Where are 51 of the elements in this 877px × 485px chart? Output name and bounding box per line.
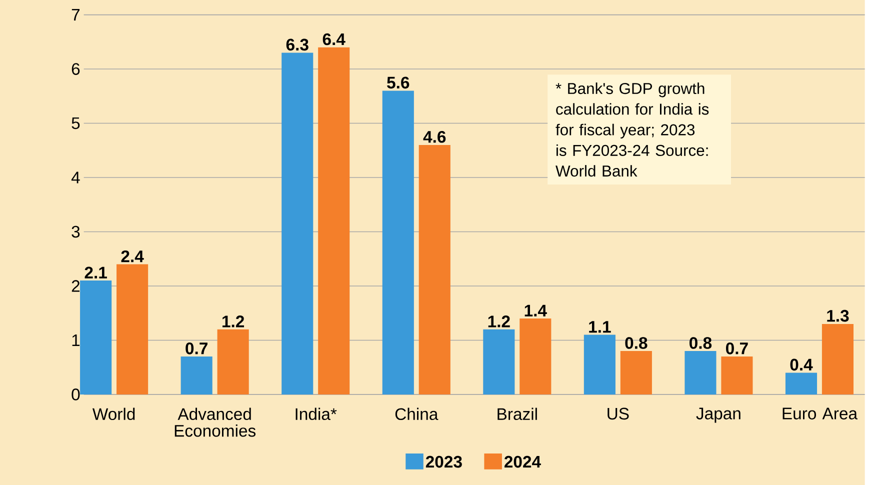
bar <box>180 356 212 394</box>
bar <box>620 350 652 394</box>
y-tick-label: 0 <box>72 388 80 400</box>
data-label: 2.4 <box>121 250 144 262</box>
x-tick-label: Euro Area <box>782 408 858 420</box>
x-tick-label: World <box>92 408 135 420</box>
bar <box>382 90 414 394</box>
bar <box>418 144 450 394</box>
bar <box>684 350 716 394</box>
x-tick-label: Advanced Economies <box>174 408 256 437</box>
x-tick-label: Japan <box>696 408 740 423</box>
data-label: 1.2 <box>488 315 510 328</box>
y-tick-label: 6 <box>72 63 80 75</box>
x-tick-label: Brazil <box>498 408 537 420</box>
bar <box>520 318 552 394</box>
data-label: 6.4 <box>322 33 346 46</box>
bar <box>785 372 818 394</box>
data-label: 0.8 <box>690 336 712 349</box>
bar <box>584 334 616 394</box>
y-tick-label: 3 <box>72 226 80 238</box>
bar <box>116 264 148 394</box>
annotation: * Bank's GDP growth calculation for India is for fiscal year; 2023 is FY2023-24 Source: World Bank <box>556 82 709 177</box>
data-label: 5.6 <box>387 76 410 88</box>
data-label: 0.4 <box>790 358 813 371</box>
data-label: 0.8 <box>625 336 648 349</box>
y-tick-label: 5 <box>72 117 80 130</box>
bar <box>822 324 854 394</box>
bar <box>318 47 350 394</box>
x-tick-label: US <box>608 408 629 420</box>
y-tick-label: 1 <box>72 334 80 346</box>
data-label: 1.1 <box>589 321 611 333</box>
x-tick-label: India* <box>296 408 337 420</box>
legend-label: 2024 <box>504 456 541 468</box>
data-label: 0.7 <box>726 342 748 354</box>
bar <box>721 356 753 394</box>
data-label: 1.3 <box>827 310 849 322</box>
bar <box>282 52 314 394</box>
data-label: 6.3 <box>286 38 308 51</box>
x-tick-label: China <box>395 408 438 420</box>
data-label: 1.4 <box>524 304 547 316</box>
bar <box>483 329 515 394</box>
y-tick-label: 2 <box>72 280 80 292</box>
data-label: 0.7 <box>186 342 208 354</box>
y-tick-label: 7 <box>72 8 80 20</box>
y-tick-label: 4 <box>71 172 80 184</box>
data-label: 1.2 <box>222 315 244 328</box>
data-label: 2.1 <box>84 266 107 278</box>
legend-label: 2023 <box>426 456 462 468</box>
bar <box>80 280 112 394</box>
bar <box>217 329 249 394</box>
data-label: 4.6 <box>423 130 446 143</box>
